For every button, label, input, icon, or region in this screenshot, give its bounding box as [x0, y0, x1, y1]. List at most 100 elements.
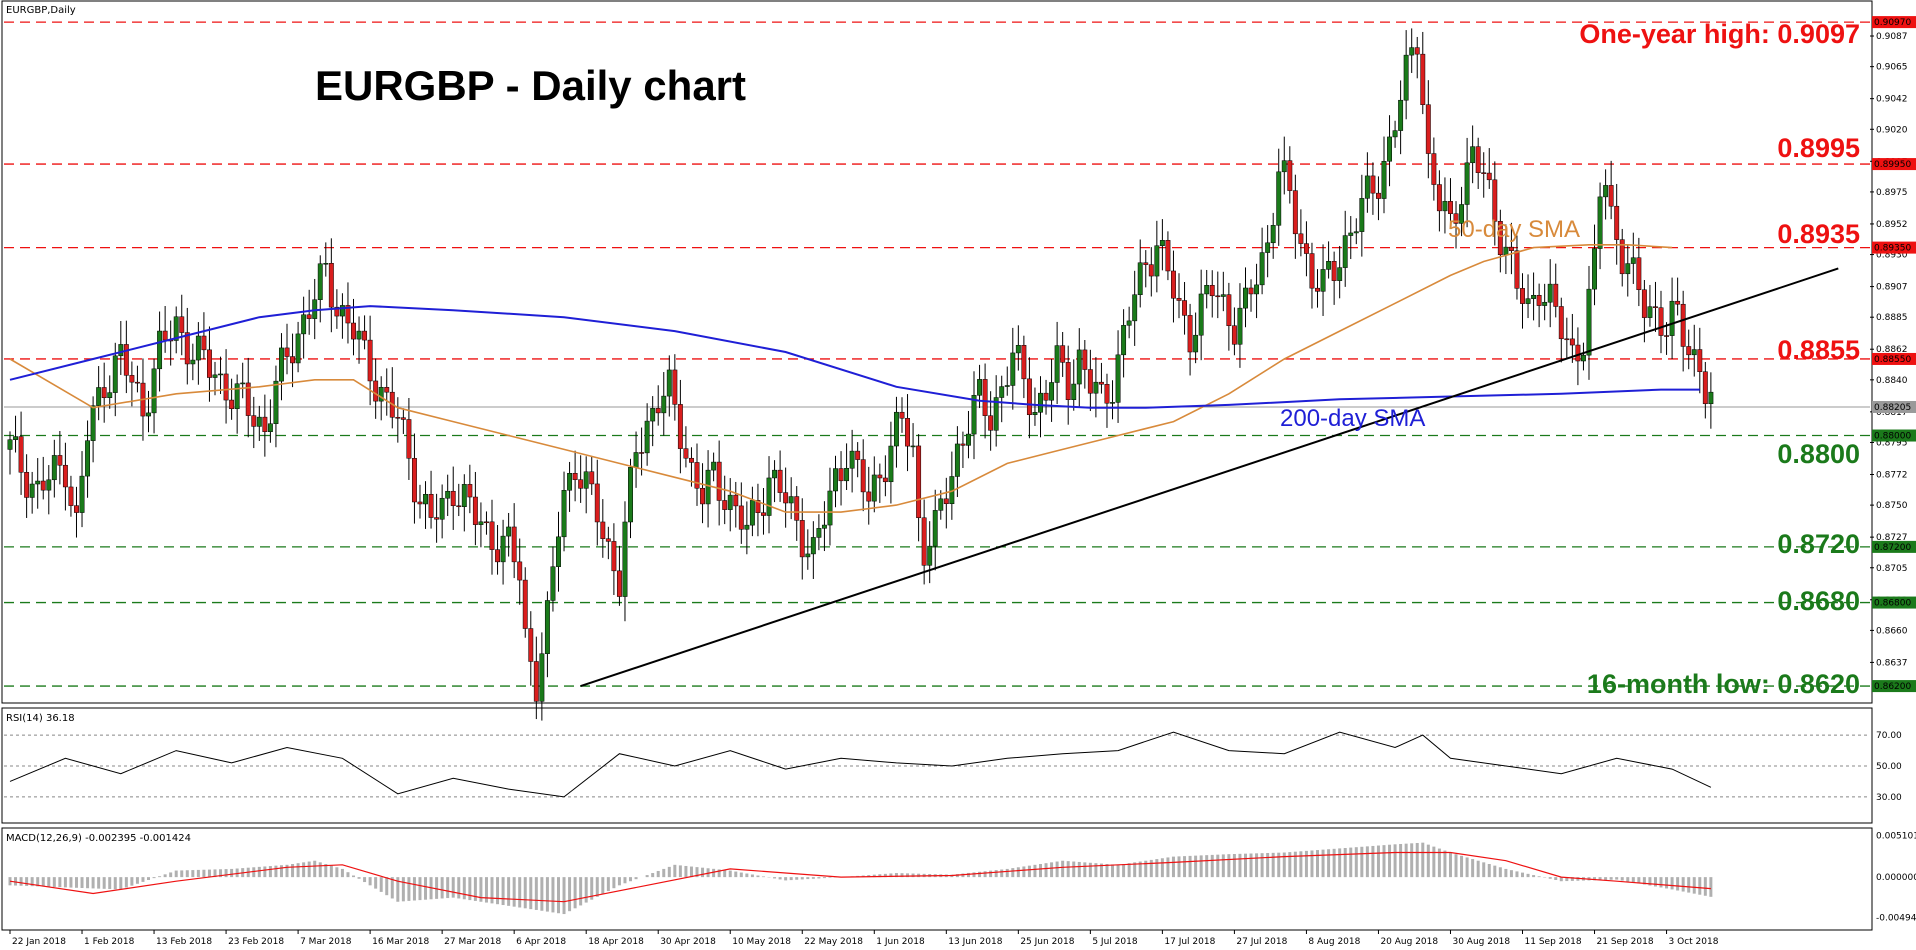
candle-body [578, 479, 584, 489]
candle-body [533, 661, 539, 702]
time-tick-label: 8 Aug 2018 [1308, 937, 1360, 947]
candle-body [849, 450, 855, 469]
candle-body [788, 496, 794, 504]
candle-body [1475, 146, 1481, 173]
time-tick-label: 17 Jul 2018 [1164, 937, 1215, 947]
candle-body [1021, 345, 1027, 380]
candle-body [1658, 307, 1664, 336]
candle-body [1697, 349, 1703, 372]
candle-body [146, 412, 151, 417]
candle-body [1115, 354, 1121, 403]
candle-body [118, 344, 124, 357]
candle-body [1243, 287, 1248, 309]
price-tick-label: 0.9065 [1876, 63, 1908, 73]
candle-body [799, 520, 805, 558]
price-tag [1872, 158, 1916, 171]
candle-body [1619, 239, 1625, 275]
candle-body [977, 379, 983, 396]
time-tick-label: 3 Oct 2018 [1669, 937, 1719, 947]
candle-body [783, 492, 789, 504]
candle-body [290, 356, 296, 364]
price-tag-label: 0.88550 [1874, 355, 1911, 365]
candle-body [157, 330, 163, 370]
candle-body [68, 486, 74, 506]
macd-signal-line [9, 851, 1711, 903]
price-tag-label: 0.89350 [1874, 244, 1911, 254]
candle-body [1154, 245, 1160, 277]
candle-body [1231, 325, 1237, 345]
price-tag [1872, 540, 1916, 553]
candle-body [1043, 392, 1049, 401]
candle-body [844, 467, 850, 482]
candle-body [423, 494, 428, 505]
candle-body [218, 373, 223, 376]
candle-body [777, 469, 783, 493]
candle-body [90, 405, 96, 441]
rsi-tick-label: 70.00 [1876, 731, 1902, 741]
candle-body [838, 468, 844, 482]
candle-body [456, 505, 462, 508]
time-tick-label: 25 Jun 2018 [1020, 937, 1074, 947]
candle-body [749, 500, 755, 526]
candle-body [1636, 257, 1642, 291]
macd-label: MACD(12,26,9) -0.002395 -0.001424 [6, 833, 191, 844]
candle-body [1226, 294, 1232, 326]
candle-body [1409, 47, 1415, 56]
candle-body [794, 496, 800, 521]
candle-body [334, 306, 340, 317]
candle-body [1420, 53, 1426, 105]
candle-body [810, 537, 816, 555]
one-year-high-label: One-year high: 0.9097 [1579, 19, 1860, 49]
candle-body [284, 347, 290, 357]
price-tag [1872, 429, 1916, 442]
candle-body [943, 498, 949, 505]
level-8995-label: 0.8995 [1777, 133, 1860, 163]
candle-body [400, 417, 406, 420]
rsi-tick-label: 50.00 [1876, 762, 1902, 772]
candle-body [1353, 231, 1359, 234]
time-tick-label: 11 Sep 2018 [1525, 937, 1582, 947]
candle-body [916, 445, 922, 519]
candle-body [7, 439, 13, 450]
trendline [580, 267, 1839, 688]
candle-body [805, 553, 811, 558]
price-tick-label: 0.8727 [1876, 533, 1908, 543]
price-tick-label: 0.8930 [1876, 251, 1908, 261]
candle-body [1309, 253, 1315, 289]
candle-body [1121, 325, 1127, 356]
candle-body [1032, 412, 1038, 416]
candle-body [207, 349, 212, 378]
candle-body [572, 473, 578, 480]
candle-body [882, 477, 888, 483]
candle-body [439, 497, 445, 520]
candle-body [567, 473, 573, 491]
candle-body [639, 452, 645, 454]
candle-body [932, 510, 938, 547]
candle-body [62, 464, 68, 488]
candle-body [223, 373, 229, 401]
candle-body [1093, 381, 1099, 394]
candle-body [1392, 130, 1398, 138]
candle-body [1431, 153, 1437, 185]
candle-body [1403, 54, 1409, 101]
price-tick-label: 0.8705 [1876, 564, 1908, 574]
candle-body [345, 305, 351, 324]
candle-body [267, 423, 273, 432]
candle-body [445, 490, 451, 499]
candle-body [1215, 295, 1221, 298]
candle-body [722, 500, 728, 510]
candle-body [74, 505, 79, 513]
candle-body [256, 416, 262, 427]
candle-body [1060, 345, 1066, 363]
candle-body [677, 404, 683, 449]
price-tag-label: 0.90970 [1874, 18, 1911, 28]
candle-body [860, 459, 866, 493]
candle-body [655, 408, 661, 414]
time-tick-label: 6 Apr 2018 [516, 937, 566, 947]
candle-body [1143, 262, 1149, 265]
candle-body [1630, 257, 1636, 264]
time-tick-label: 22 Jan 2018 [12, 937, 66, 947]
candle-body [1376, 192, 1381, 199]
candle-body [1098, 381, 1104, 385]
level-8720-label: 0.8720 [1777, 529, 1860, 559]
